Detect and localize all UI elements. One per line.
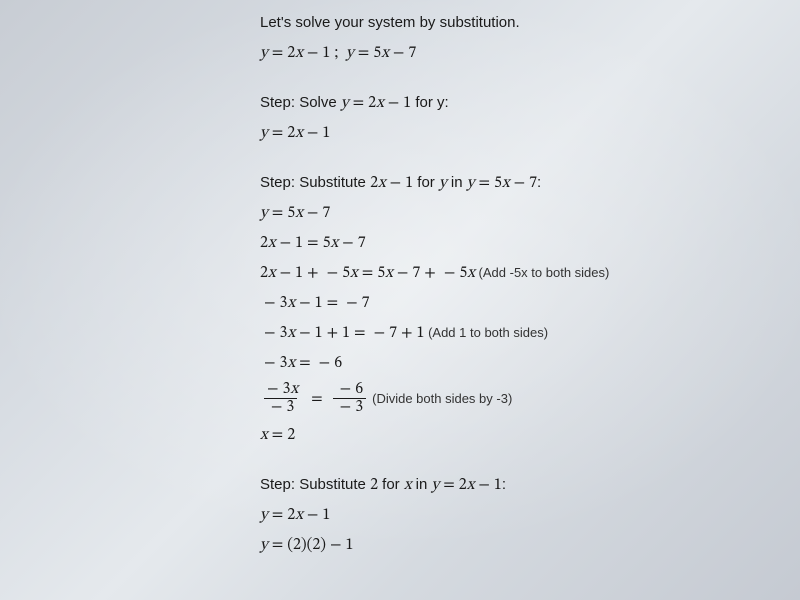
fraction-left: −3x −3 — [260, 381, 301, 417]
step-3-label: Step: Substitute 2 for x in y=2x−1: — [260, 473, 800, 497]
step-2-label: Step: Substitute 2x−1 for y in y=5x−7: — [260, 171, 800, 195]
eq-line-fraction: −3x −3 = −6 −3 (Divide both sides by -3) — [260, 381, 800, 417]
system-equations: y=2x−1; y=5x−7 — [260, 41, 800, 65]
intro-text: Let's solve your system by substitution. — [260, 12, 800, 35]
fraction-right: −6 −3 — [333, 381, 366, 417]
step-3-b: y=(2)(2)−1 — [260, 533, 800, 557]
eq-line-c: 2x−1+−5x=5x−7+−5x (Add -5x to both sides… — [260, 261, 800, 285]
eq-line-d: −3x−1=−7 — [260, 291, 800, 315]
math-solution-steps: Let's solve your system by substitution.… — [260, 12, 800, 557]
eq-line-b: 2x−1=5x−7 — [260, 231, 800, 255]
step-3-a: y=2x−1 — [260, 503, 800, 527]
eq-line-f: −3x=−6 — [260, 351, 800, 375]
step-1-result: y=2x−1 — [260, 121, 800, 145]
eq-line-g: x=2 — [260, 423, 800, 447]
eq-line-e: −3x−1+1=−7+1 (Add 1 to both sides) — [260, 321, 800, 345]
eq-line-a: y=5x−7 — [260, 201, 800, 225]
step-1-label: Step: Solve y=2x−1 for y: — [260, 91, 800, 115]
